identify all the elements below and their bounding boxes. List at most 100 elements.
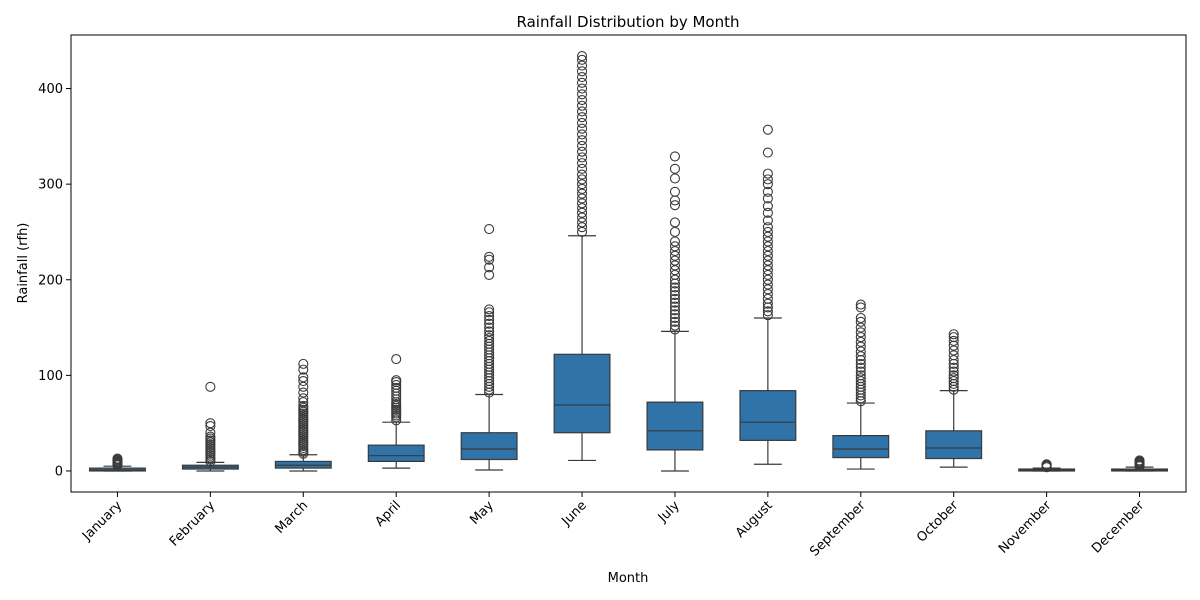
outlier-point	[484, 326, 495, 337]
outlier-point	[298, 400, 309, 412]
outlier-point	[762, 241, 773, 252]
outlier-point	[669, 282, 681, 293]
y-tick-label: 200	[38, 273, 63, 288]
outlier-point	[762, 174, 773, 185]
box-group-january	[88, 453, 146, 472]
outlier-point	[855, 302, 866, 313]
outlier-point	[576, 193, 588, 204]
outlier-point	[762, 293, 773, 304]
plot-frame	[70, 34, 1187, 493]
outlier-point	[576, 158, 588, 169]
outlier-point	[762, 222, 773, 233]
x-tick-label: October	[914, 498, 962, 546]
outlier-point	[576, 222, 588, 233]
outlier-point	[669, 255, 681, 266]
outlier-point	[948, 332, 959, 343]
outlier-point	[948, 373, 959, 384]
box-iqr	[553, 353, 611, 434]
x-tick-label: February	[167, 498, 219, 550]
outlier-point	[669, 236, 681, 247]
outlier-point	[855, 366, 866, 377]
outlier-point	[484, 311, 495, 322]
outlier-point	[669, 246, 681, 257]
outlier-point	[669, 260, 681, 271]
outlier-point	[669, 250, 681, 261]
box-iqr	[925, 430, 983, 460]
outlier-point	[576, 123, 588, 134]
outlier-point	[576, 169, 588, 180]
outlier-point	[948, 366, 959, 377]
outlier-point	[205, 381, 216, 392]
outlier-point	[669, 320, 681, 331]
outlier-point	[298, 358, 309, 369]
outlier-point	[205, 418, 216, 429]
outlier-point	[298, 372, 309, 383]
outlier-point	[391, 382, 402, 393]
outlier-point	[298, 387, 309, 398]
outlier-point	[205, 420, 216, 432]
outlier-point	[484, 322, 495, 333]
outlier-point	[1041, 459, 1052, 470]
outlier-point	[576, 50, 588, 62]
x-tick-label: March	[272, 498, 311, 537]
box-iqr	[646, 401, 704, 451]
outlier-point	[762, 193, 773, 204]
box-group-march	[274, 358, 332, 472]
box-group-june	[553, 50, 611, 462]
outlier-point	[762, 284, 773, 295]
box-iqr	[367, 444, 425, 463]
outlier-point	[391, 375, 402, 386]
outlier-point	[576, 66, 588, 77]
box-iqr	[739, 390, 797, 441]
outlier-point	[576, 146, 588, 157]
outlier-point	[855, 373, 866, 384]
outlier-point	[576, 152, 588, 163]
outlier-point	[669, 269, 681, 281]
outlier-point	[669, 226, 681, 237]
box-group-september	[832, 299, 890, 470]
outlier-point	[576, 207, 588, 218]
outlier-point	[855, 316, 866, 327]
outlier-point	[484, 330, 495, 341]
outlier-point	[391, 379, 402, 390]
outlier-point	[948, 329, 959, 340]
outlier-point	[762, 279, 773, 290]
outlier-point	[669, 217, 681, 228]
outlier-point	[484, 335, 495, 346]
outlier-point	[576, 188, 588, 199]
outlier-point	[298, 397, 309, 408]
outlier-point	[669, 200, 681, 211]
outlier-point	[669, 316, 681, 327]
outlier-point	[484, 307, 495, 318]
x-tick-label: June	[559, 498, 590, 529]
outlier-point	[762, 179, 773, 190]
outlier-point	[762, 246, 773, 257]
x-tick-label: January	[79, 498, 125, 544]
outlier-point	[484, 269, 495, 281]
x-tick-label: November	[996, 498, 1055, 557]
outlier-point	[762, 269, 773, 281]
outlier-point	[855, 327, 866, 338]
outlier-point	[576, 83, 588, 94]
box-group-july	[646, 151, 704, 472]
outlier-point	[669, 186, 681, 197]
outlier-point	[855, 332, 866, 343]
outlier-point	[762, 207, 773, 218]
outlier-point	[576, 89, 588, 100]
outlier-point	[669, 297, 681, 308]
box-group-april	[367, 354, 425, 469]
outlier-point	[855, 299, 866, 310]
outlier-point	[484, 254, 495, 265]
outlier-point	[391, 354, 402, 365]
outlier-point	[576, 217, 588, 228]
box-group-november	[1018, 459, 1076, 473]
outlier-point	[762, 226, 773, 237]
outlier-point	[576, 202, 588, 214]
x-axis-label: Month	[608, 571, 649, 586]
outlier-point	[762, 186, 773, 197]
box-group-may	[460, 224, 518, 471]
outlier-point	[855, 376, 866, 387]
outlier-point	[1134, 455, 1145, 466]
outlier-point	[762, 201, 773, 212]
outlier-point	[576, 54, 588, 65]
